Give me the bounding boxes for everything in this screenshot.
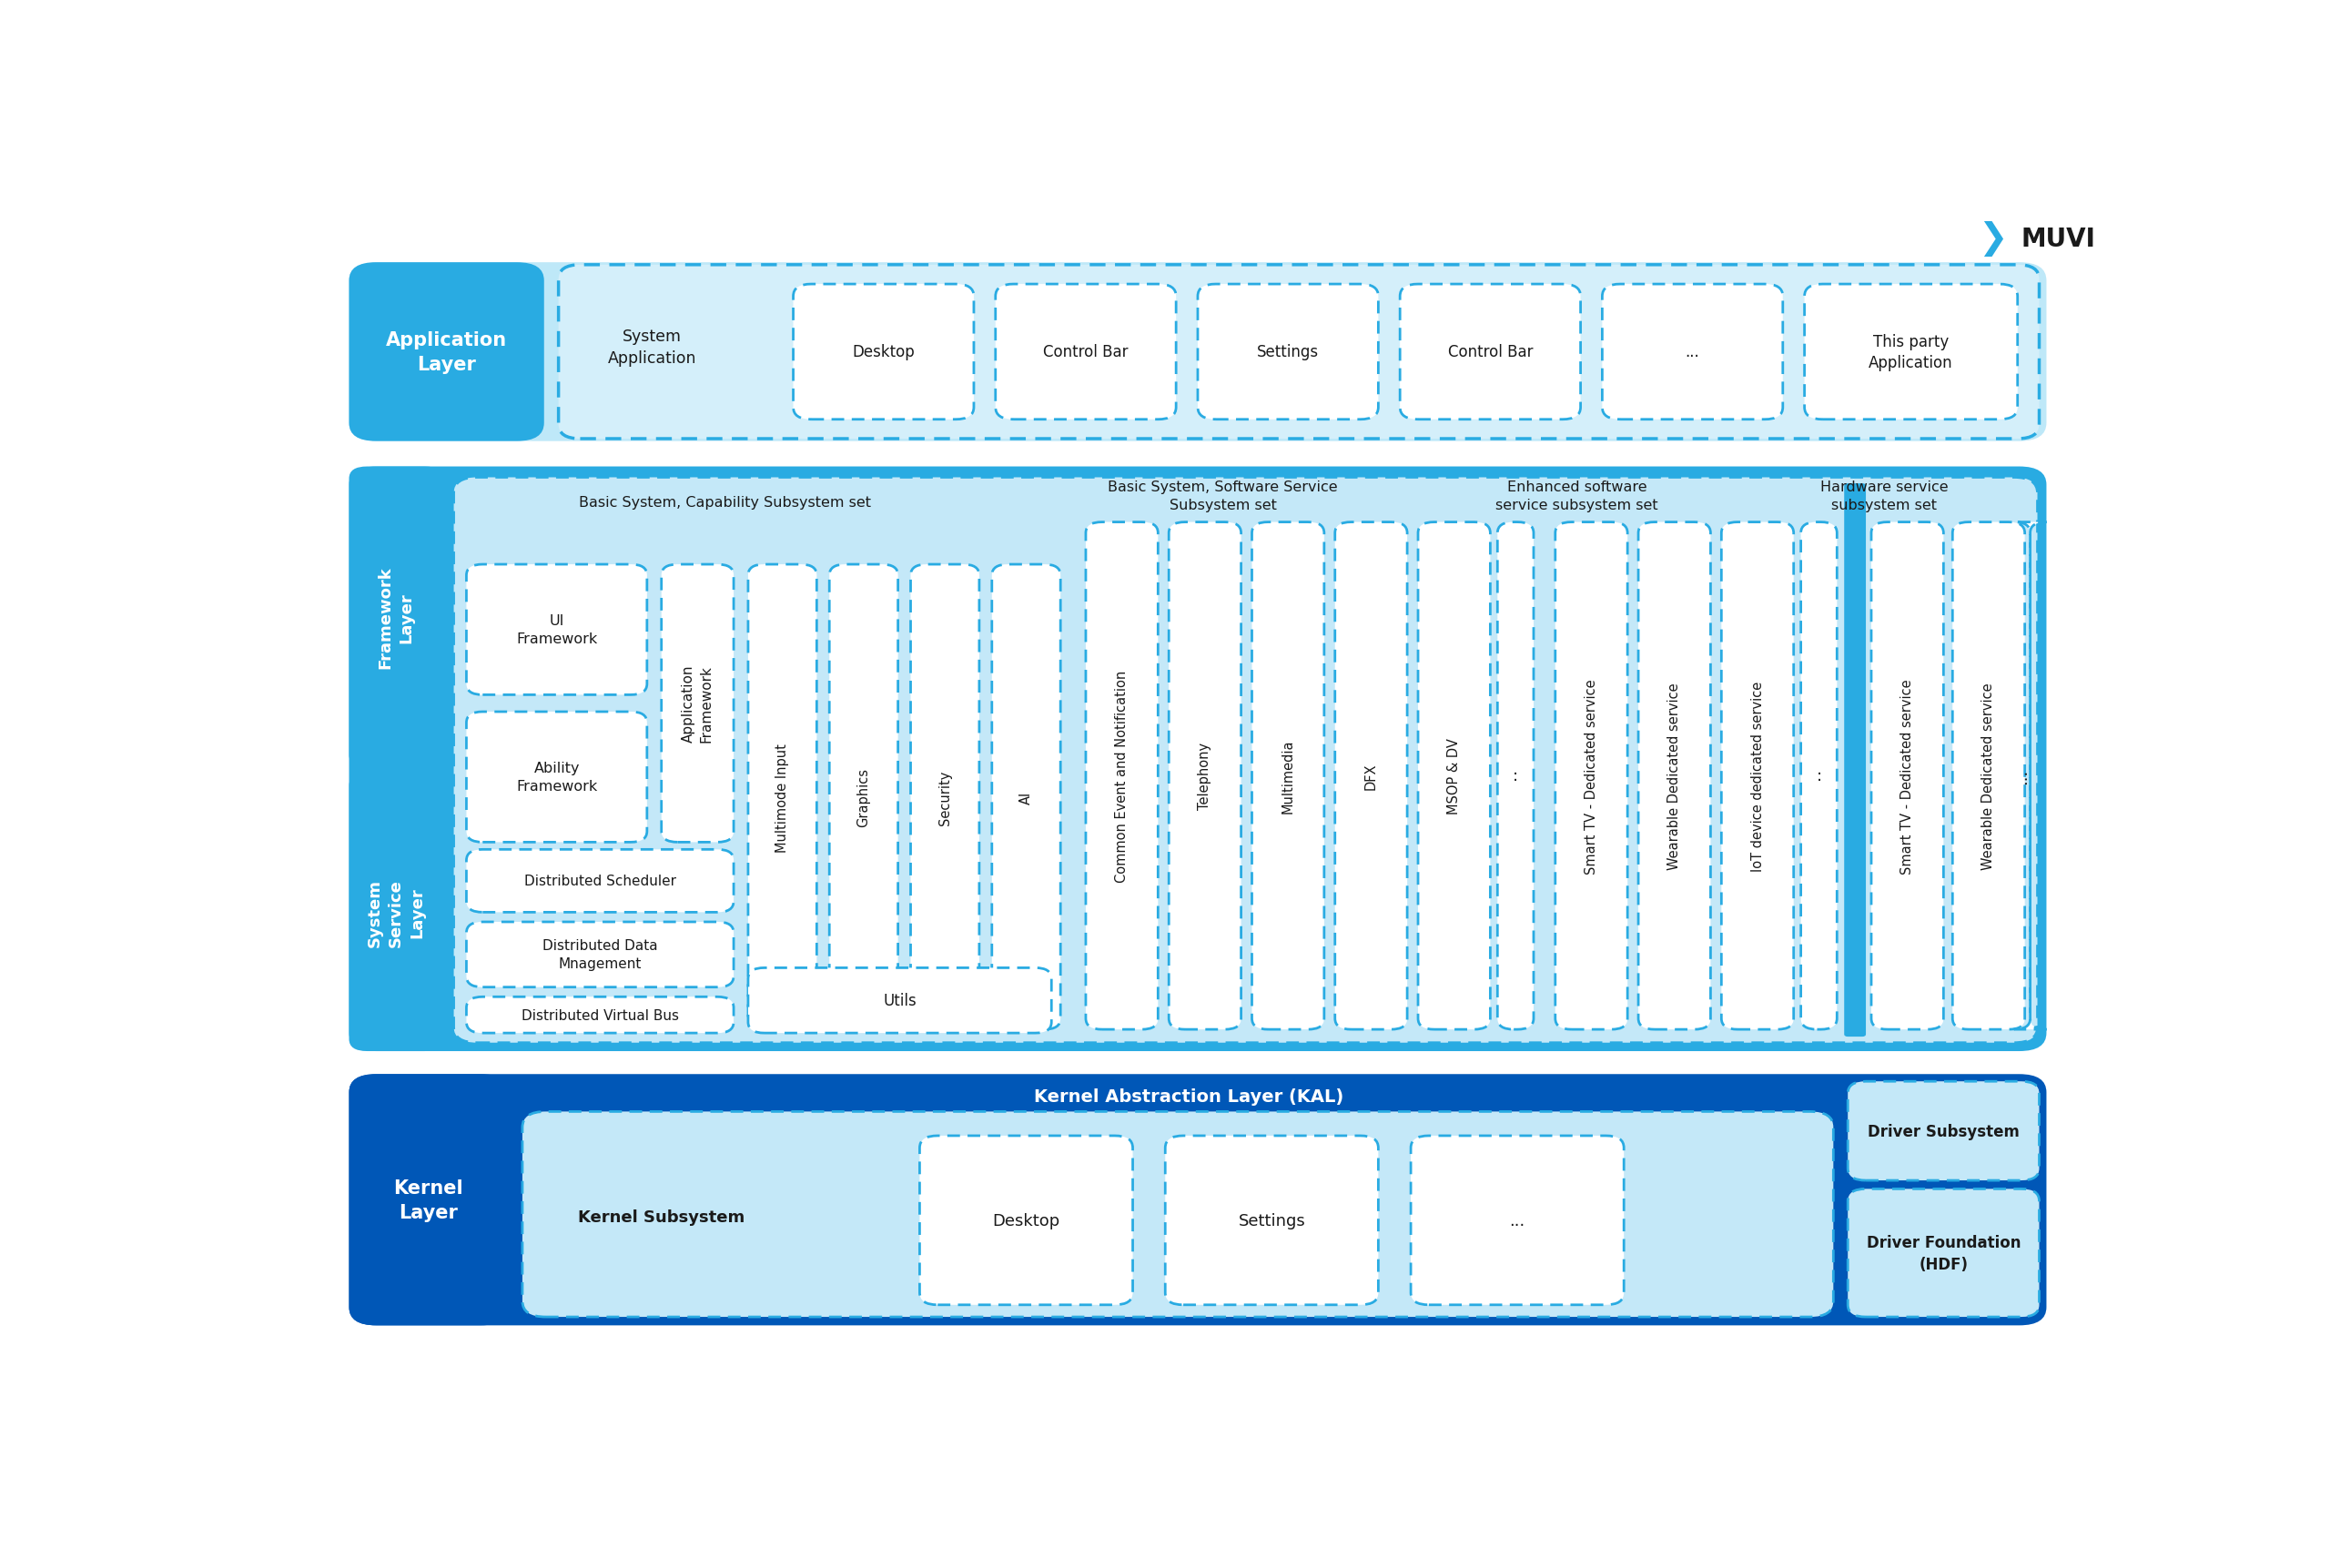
Text: :: : [1512,768,1519,784]
Text: Graphics: Graphics [857,768,871,826]
Text: Kernel
Layer: Kernel Layer [394,1179,464,1221]
FancyBboxPatch shape [350,1074,2046,1325]
Text: Kernel Subsystem: Kernel Subsystem [578,1209,746,1225]
Text: Security: Security [939,770,951,825]
FancyBboxPatch shape [1400,285,1580,420]
Text: Settings: Settings [1237,1212,1305,1229]
Text: Basic System, Capability Subsystem set: Basic System, Capability Subsystem set [578,495,871,510]
FancyBboxPatch shape [748,564,818,1030]
Text: Basic System, Software Service
Subsystem set: Basic System, Software Service Subsystem… [1109,480,1337,511]
FancyBboxPatch shape [1498,522,1533,1030]
Text: This party
Application: This party Application [1869,334,1953,372]
Text: Control Bar: Control Bar [1447,343,1533,361]
FancyBboxPatch shape [350,467,443,768]
Text: Smart TV - Dedicated service: Smart TV - Dedicated service [1901,679,1915,873]
Text: Wearable Dedicated service: Wearable Dedicated service [1668,682,1682,870]
FancyBboxPatch shape [522,1112,1834,1317]
Text: ❯: ❯ [1978,221,2006,257]
Text: System
Service
Layer: System Service Layer [366,878,426,947]
Text: ...: ... [1685,343,1699,361]
FancyBboxPatch shape [1845,485,1866,1036]
FancyBboxPatch shape [1412,1135,1624,1305]
Text: Ability
Framework: Ability Framework [515,762,596,793]
FancyBboxPatch shape [1603,285,1782,420]
FancyBboxPatch shape [466,712,648,842]
Text: Hardware service
subsystem set: Hardware service subsystem set [1820,480,1948,511]
FancyBboxPatch shape [829,564,897,1030]
FancyBboxPatch shape [1848,1082,2039,1181]
Text: Wearable Dedicated service: Wearable Dedicated service [1983,682,1994,870]
Text: DFX: DFX [1365,762,1377,790]
FancyBboxPatch shape [920,1135,1132,1305]
Text: Desktop: Desktop [853,343,916,361]
Text: Control Bar: Control Bar [1044,343,1128,361]
FancyBboxPatch shape [748,967,1051,1033]
Text: Utils: Utils [883,993,916,1008]
Text: ...: ... [2013,768,2029,784]
Text: :: : [1815,768,1822,784]
FancyBboxPatch shape [1803,285,2018,420]
FancyBboxPatch shape [1848,1189,2039,1317]
FancyBboxPatch shape [1086,522,1158,1030]
Text: Smart TV - Dedicated service: Smart TV - Dedicated service [1584,679,1598,873]
Text: Application
Layer: Application Layer [387,331,508,373]
Text: UI
Framework: UI Framework [515,615,596,646]
Text: IoT device dedicated service: IoT device dedicated service [1750,681,1764,872]
Text: Multimedia: Multimedia [1282,739,1295,814]
FancyBboxPatch shape [466,922,734,988]
FancyBboxPatch shape [792,285,974,420]
Text: Telephony: Telephony [1198,742,1212,809]
FancyBboxPatch shape [1953,522,2025,1030]
FancyBboxPatch shape [1170,522,1242,1030]
Text: ...: ... [1510,1212,1526,1229]
Text: Distributed Scheduler: Distributed Scheduler [524,875,676,887]
Text: Distributed Data
Mnagement: Distributed Data Mnagement [543,939,657,971]
Text: Common Event and Notification: Common Event and Notification [1116,670,1128,883]
FancyBboxPatch shape [454,478,2036,1043]
Text: Desktop: Desktop [993,1212,1060,1229]
FancyBboxPatch shape [1198,285,1379,420]
FancyBboxPatch shape [662,564,734,842]
FancyBboxPatch shape [350,1074,508,1325]
FancyBboxPatch shape [1638,522,1710,1030]
FancyBboxPatch shape [350,467,2046,1052]
FancyBboxPatch shape [350,263,2046,442]
FancyBboxPatch shape [993,564,1060,1030]
Text: Multimode Input: Multimode Input [776,743,790,851]
FancyBboxPatch shape [466,850,734,913]
FancyBboxPatch shape [466,564,648,695]
FancyBboxPatch shape [1419,522,1491,1030]
Text: AI: AI [1018,790,1032,804]
FancyBboxPatch shape [350,263,545,442]
Text: Driver Subsystem: Driver Subsystem [1869,1123,2020,1140]
FancyBboxPatch shape [911,564,979,1030]
FancyBboxPatch shape [466,997,734,1033]
FancyBboxPatch shape [350,773,443,1052]
Text: Driver Foundation
(HDF): Driver Foundation (HDF) [1866,1234,2020,1272]
FancyBboxPatch shape [2013,522,2046,1030]
Text: System
Application: System Application [608,329,697,367]
FancyBboxPatch shape [995,285,1177,420]
FancyBboxPatch shape [1722,522,1794,1030]
FancyBboxPatch shape [559,265,2039,439]
FancyBboxPatch shape [1335,522,1407,1030]
FancyBboxPatch shape [1871,522,1943,1030]
FancyBboxPatch shape [1556,522,1629,1030]
Text: Distributed Virtual Bus: Distributed Virtual Bus [522,1008,678,1022]
Text: MSOP & DV: MSOP & DV [1447,739,1461,814]
Text: Kernel Abstraction Layer (KAL): Kernel Abstraction Layer (KAL) [1035,1088,1344,1105]
Text: Framework
Layer: Framework Layer [377,566,415,668]
FancyBboxPatch shape [1251,522,1323,1030]
Text: MUVI: MUVI [2020,226,2095,251]
Text: Settings: Settings [1256,343,1319,361]
Text: Application
Framework: Application Framework [683,665,713,743]
Text: Enhanced software
service subsystem set: Enhanced software service subsystem set [1496,480,1659,511]
FancyBboxPatch shape [1801,522,1836,1030]
FancyBboxPatch shape [1165,1135,1379,1305]
